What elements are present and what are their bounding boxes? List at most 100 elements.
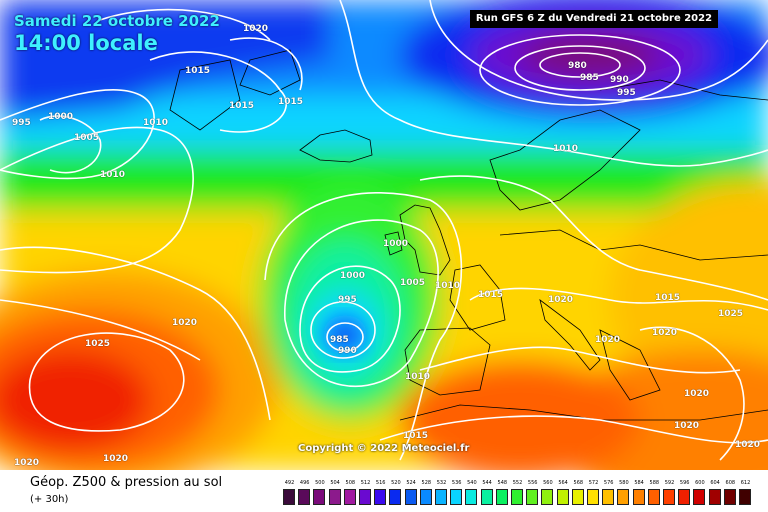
geopotential-field [0, 0, 768, 470]
pressure-label: 1025 [85, 339, 111, 349]
scale-swatch [435, 489, 447, 505]
scale-tick-label: 492 [284, 480, 295, 486]
scale-tick-label: 512 [360, 480, 371, 486]
scale-swatch [632, 489, 645, 505]
pressure-label: 1005 [400, 278, 426, 288]
pressure-label: 1000 [340, 271, 366, 281]
scale-swatch [587, 489, 599, 505]
pressure-label: 990 [610, 75, 629, 85]
time-title: 14:00 locale [14, 31, 158, 55]
scale-tick-label: 600 [695, 480, 705, 486]
scale-swatch [693, 489, 706, 505]
legend-footer: Géop. Z500 & pression au sol (+ 30h) 492… [0, 470, 768, 512]
scale-swatch [571, 489, 584, 505]
pressure-label: 1015 [229, 101, 255, 111]
scale-tick-label: 552 [512, 480, 523, 486]
scale-swatch [359, 489, 371, 505]
isobars [0, 0, 768, 460]
pressure-label: 1020 [735, 440, 761, 450]
scale-tick-label: 532 [436, 480, 447, 486]
scale-tick-label: 496 [299, 480, 310, 486]
pressure-label: 1020 [103, 454, 129, 464]
pressure-label: 1015 [655, 293, 681, 303]
scale-swatch [480, 489, 493, 505]
scale-tick-label: 584 [634, 480, 644, 486]
scale-tick-label: 604 [710, 480, 720, 486]
pressure-label: 980 [568, 61, 587, 71]
scale-swatch [313, 489, 326, 505]
scale-tick-label: 596 [679, 480, 690, 486]
scale-tick-label: 528 [421, 480, 432, 486]
pressure-label: 1020 [684, 389, 710, 399]
coastlines [169, 49, 768, 421]
scale-swatch [739, 489, 751, 505]
pressure-label: 1000 [383, 239, 409, 249]
pressure-label: 1010 [100, 170, 126, 180]
pressure-label: 1020 [652, 328, 678, 338]
pressure-label: 1010 [435, 281, 461, 291]
pressure-label: 1015 [478, 290, 504, 300]
scale-swatch [556, 489, 569, 505]
map-title: Géop. Z500 & pression au sol [30, 475, 223, 490]
pressure-label: 1020 [243, 24, 269, 34]
scale-swatch [647, 489, 660, 505]
scale-swatch [526, 489, 539, 505]
scale-swatch [617, 489, 630, 505]
scale-swatch [678, 489, 691, 505]
scale-tick-label: 544 [482, 480, 492, 486]
scale-swatch [663, 489, 675, 505]
copyright: Copyright © 2022 Meteociel.fr [298, 443, 470, 454]
scale-swatch [450, 489, 463, 505]
run-info: Run GFS 6 Z du Vendredi 21 octobre 2022 [470, 10, 718, 28]
pressure-label: 1020 [14, 458, 40, 468]
pressure-label: 985 [330, 335, 349, 345]
scale-tick-label: 592 [664, 480, 675, 486]
pressure-label: 995 [12, 118, 31, 128]
scale-tick-label: 508 [345, 480, 356, 486]
forecast-range: (+ 30h) [30, 494, 69, 505]
scale-swatch [374, 489, 387, 505]
pressure-label: 1005 [74, 133, 100, 143]
weather-map: Samedi 22 octobre 2022 14:00 locale Run … [0, 0, 768, 470]
scale-swatch [283, 489, 295, 505]
scale-tick-label: 556 [527, 480, 538, 486]
color-scale: 492 496 500 504 508 512 516 520 524 528 532 536 540 5… [283, 480, 753, 508]
scale-tick-label: 540 [467, 480, 477, 486]
scale-swatch [708, 489, 721, 505]
scale-tick-label: 588 [649, 480, 660, 486]
scale-tick-label: 612 [740, 480, 751, 486]
scale-swatch [541, 489, 554, 505]
pressure-label: 1020 [674, 421, 700, 431]
scale-tick-label: 500 [315, 480, 325, 486]
pressure-label: 985 [580, 73, 599, 83]
scale-swatch [328, 489, 341, 505]
pressure-label: 1015 [403, 431, 429, 441]
scale-tick-label: 504 [330, 480, 340, 486]
scale-tick-label: 608 [725, 480, 736, 486]
date-title: Samedi 22 octobre 2022 [14, 12, 220, 30]
pressure-label: 1025 [718, 309, 744, 319]
scale-swatch [511, 489, 523, 505]
pressure-label: 1015 [185, 66, 211, 76]
scale-tick-label: 576 [603, 480, 614, 486]
scale-swatch [602, 489, 615, 505]
scale-tick-label: 524 [406, 480, 416, 486]
scale-swatch [419, 489, 432, 505]
scale-tick-label: 548 [497, 480, 508, 486]
scale-swatch [298, 489, 311, 505]
scale-tick-label: 568 [573, 480, 584, 486]
scale-swatch [389, 489, 402, 505]
scale-swatch [495, 489, 508, 505]
pressure-label: 995 [338, 295, 357, 305]
scale-swatch [465, 489, 478, 505]
pressure-label: 1000 [48, 112, 74, 122]
pressure-label: 1010 [143, 118, 169, 128]
map-canvas [0, 0, 768, 470]
pressure-label: 1010 [405, 372, 431, 382]
scale-tick-label: 560 [543, 480, 553, 486]
scale-tick-label: 536 [451, 480, 462, 486]
pressure-label: 1020 [548, 295, 574, 305]
scale-swatch [343, 489, 356, 505]
scale-swatch [723, 489, 736, 505]
scale-tick-label: 572 [588, 480, 599, 486]
